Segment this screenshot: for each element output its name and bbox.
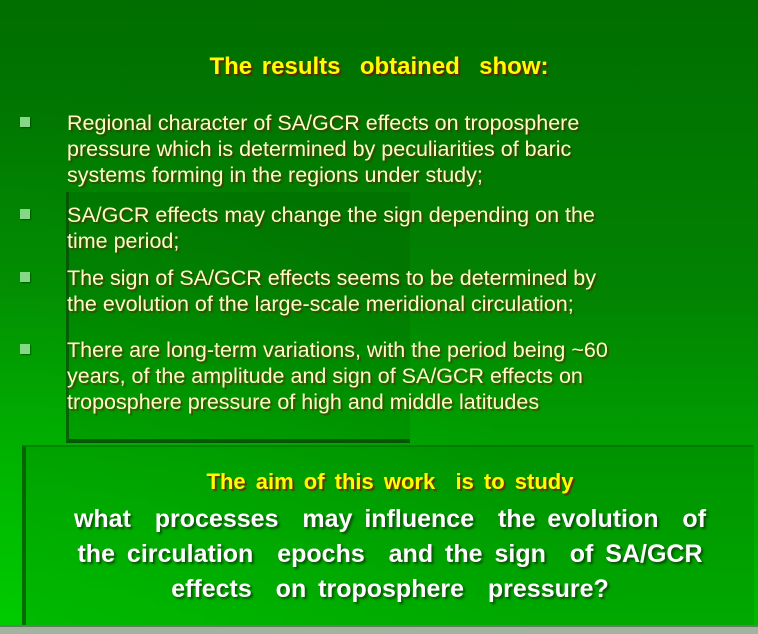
bullet-text: The sign of SA/GCR effects seems to be d… — [67, 265, 732, 317]
bullet-line: years, of the amplitude and sign of SA/G… — [67, 364, 583, 388]
aim-box: The aim of this work is to study what pr… — [22, 445, 754, 627]
slide-bottom-edge-bar — [0, 625, 758, 634]
bullet-text: Regional character of SA/GCR effects on … — [67, 110, 732, 188]
bullet-square-icon — [20, 209, 30, 219]
slide-title: The results obtained show: — [209, 53, 549, 80]
bullet-line: pressure which is determined by peculiar… — [67, 137, 572, 161]
bullet-line: There are long-term variations, with the… — [67, 338, 608, 362]
aim-heading: The aim of this work is to study — [206, 469, 574, 494]
bullet-square-icon — [20, 117, 30, 127]
bullet-line: systems forming in the regions under stu… — [67, 163, 483, 187]
bullet-line: Regional character of SA/GCR effects on … — [67, 111, 580, 135]
aim-line: what processes may influence the evoluti… — [73, 505, 707, 533]
bullet-line: troposphere pressure of high and middle … — [67, 390, 540, 414]
bullet-square-icon — [20, 272, 30, 282]
bullet-line: SA/GCR effects may change the sign depen… — [67, 203, 595, 227]
aim-line: effects on troposphere pressure? — [171, 575, 609, 603]
bullet-text: SA/GCR effects may change the sign depen… — [67, 202, 732, 254]
bullets-box-outline — [66, 192, 410, 443]
aim-line: the circulation epochs and the sign of S… — [77, 540, 703, 568]
bullet-line: the evolution of the large-scale meridio… — [67, 292, 574, 316]
bullet-text: There are long-term variations, with the… — [67, 337, 732, 415]
bullet-line: time period; — [67, 229, 180, 253]
bullet-square-icon — [20, 344, 30, 354]
bullet-line: The sign of SA/GCR effects seems to be d… — [67, 266, 596, 290]
aim-question: what processes may influence the evoluti… — [26, 502, 754, 607]
